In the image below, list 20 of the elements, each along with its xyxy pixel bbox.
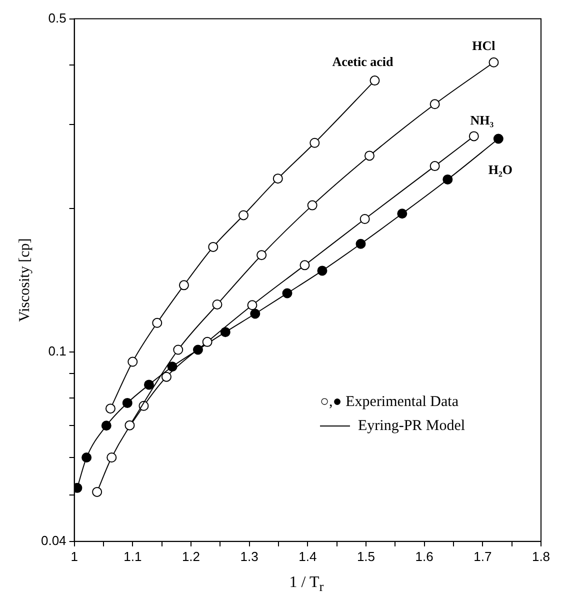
x-tick-label: 1.6 (415, 548, 434, 564)
y-tick-label: 0.5 (48, 10, 66, 26)
x-tick-label: 1.8 (532, 548, 550, 564)
x-tick-label: 1.4 (298, 548, 317, 564)
x-tick-label: 1.5 (356, 548, 376, 564)
y-axis-title: Viscosity [cp] (16, 238, 33, 322)
x-tick-label: 1.1 (124, 548, 142, 564)
series-label: HCl (472, 38, 496, 53)
annotation: Eyring-PR Model (358, 417, 466, 436)
series-label: H₂O (488, 162, 512, 178)
x-tick-label: 1 (70, 548, 78, 564)
series-label: NH₃ (470, 112, 494, 128)
x-tick-label: 1.2 (182, 548, 200, 564)
y-tick-label: 0.04 (40, 532, 66, 548)
x-tick-label: 1.7 (474, 548, 492, 564)
y-tick-label: 0.1 (48, 343, 66, 358)
series-label: Acetic acid (332, 54, 394, 69)
x-tick-label: 1.3 (240, 548, 258, 564)
annotation: ○,● Experimental Data (320, 393, 458, 412)
x-axis-title: 1 / T$_{r}$ (288, 574, 325, 596)
